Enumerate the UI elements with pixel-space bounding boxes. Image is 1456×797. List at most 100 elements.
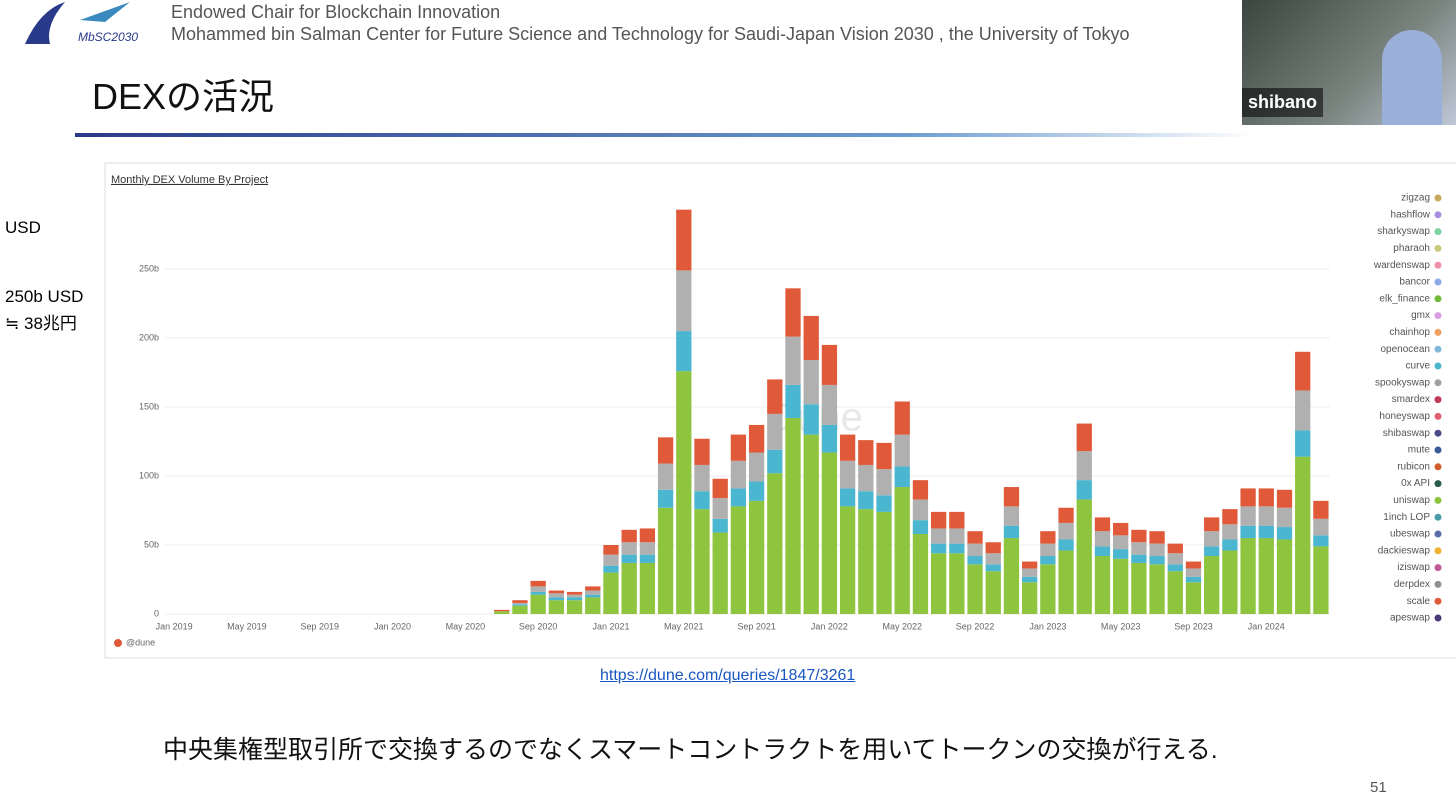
x-tick-label: May 2022: [882, 621, 922, 631]
x-tick-label: May 2023: [1101, 621, 1141, 631]
bar-segment: [858, 491, 874, 510]
bar-segment: [512, 604, 528, 606]
legend-label: apeswap: [1390, 613, 1430, 624]
bar-segment: [1058, 522, 1074, 540]
bar-segment: [839, 488, 856, 507]
bar-segment: [1094, 556, 1111, 614]
legend-label: elk_finance: [1379, 293, 1430, 304]
legend-label: ubeswap: [1390, 529, 1430, 540]
bar-segment: [821, 424, 838, 453]
legend-label: openocean: [1381, 344, 1431, 355]
y-tick-label: 50b: [144, 539, 159, 549]
video-tile: shibano: [1242, 0, 1456, 125]
legend-swatch: [1434, 412, 1442, 420]
legend-swatch: [1434, 564, 1442, 572]
bar-segment: [1222, 539, 1238, 551]
bar-segment: [1295, 456, 1311, 614]
x-tick-label: Jan 2020: [374, 621, 411, 631]
bar-segment: [1222, 550, 1238, 614]
legend-swatch: [1434, 614, 1442, 622]
legend-swatch: [1434, 530, 1442, 538]
legend-swatch: [1434, 312, 1442, 320]
bar-segment: [785, 384, 801, 419]
bar-segment: [1222, 524, 1238, 540]
bar-segment: [1185, 582, 1202, 614]
legend-swatch: [1434, 328, 1442, 336]
legend-swatch: [1434, 446, 1442, 454]
bar-segment: [803, 360, 819, 405]
bar-segment: [548, 600, 565, 614]
legend-swatch: [1434, 379, 1442, 387]
bar-segment: [1295, 430, 1311, 457]
bar-segment: [967, 531, 983, 544]
bar-segment: [1040, 556, 1056, 565]
note: 250b USD: [5, 287, 84, 306]
bar-segment: [1258, 488, 1274, 507]
bar-segment: [767, 473, 783, 614]
bar-segment: [621, 529, 637, 543]
bar-segment: [858, 464, 874, 492]
bar-segment: [1295, 351, 1311, 391]
y-tick-label: 150b: [139, 401, 159, 411]
bar-segment: [894, 466, 910, 488]
bar-segment: [985, 571, 1001, 614]
legend-label: chainhop: [1389, 327, 1430, 338]
header-line: Mohammed bin Salman Center for Future Sc…: [171, 24, 1130, 44]
bar-segment: [912, 499, 929, 521]
bar-segment: [1113, 522, 1129, 536]
bar-segment: [1258, 525, 1274, 539]
bar-segment: [1313, 535, 1329, 547]
bar-segment: [494, 611, 510, 614]
legend-label: sharkyswap: [1377, 226, 1430, 237]
x-tick-label: Jan 2022: [811, 621, 848, 631]
bar-segment: [566, 600, 583, 614]
bar-segment: [1276, 527, 1293, 540]
bar-segment: [858, 509, 874, 614]
bar-segment: [1003, 525, 1020, 539]
bar-segment: [639, 562, 656, 614]
bar-segment: [748, 500, 765, 614]
bar-segment: [1204, 556, 1220, 614]
bar-segment: [639, 528, 656, 543]
bar-segment: [712, 478, 728, 499]
bar-segment: [1131, 529, 1147, 543]
bar-segment: [585, 597, 601, 614]
link[interactable]: https://dune.com/queries/1847/3261: [600, 667, 856, 684]
caption: 中央集権型取引所で交換するのでなくスマートコントラクトを用いてトークンの交換が行…: [163, 736, 1218, 764]
bar-segment: [1240, 525, 1256, 539]
bar-segment: [1094, 531, 1111, 547]
legend-swatch: [1434, 513, 1442, 521]
bar-segment: [949, 511, 965, 529]
bar-segment: [548, 593, 565, 598]
bar-segment: [748, 424, 765, 453]
bar-segment: [585, 586, 601, 591]
bar-segment: [676, 270, 692, 332]
legend-label: iziswap: [1397, 562, 1430, 573]
slide-title: DEXの活況: [92, 76, 275, 117]
bar-segment: [1240, 488, 1256, 507]
bar-segment: [694, 438, 710, 465]
bar-segment: [1058, 539, 1074, 551]
legend-swatch: [1434, 261, 1442, 269]
bar-segment: [894, 401, 910, 435]
bar-segment: [803, 434, 819, 614]
bar-segment: [1094, 517, 1111, 532]
bar-segment: [1003, 538, 1020, 614]
bar-segment: [767, 413, 783, 450]
legend-label: rubicon: [1397, 461, 1430, 472]
bar-segment: [1058, 550, 1074, 614]
divider: [75, 133, 1255, 137]
bar-segment: [785, 336, 801, 385]
bar-segment: [767, 379, 783, 414]
bar-segment: [967, 556, 983, 565]
bar-segment: [548, 590, 565, 594]
legend-swatch: [1434, 345, 1442, 353]
logo: MbSC2030: [20, 0, 150, 48]
legend-swatch: [1434, 580, 1442, 588]
bar-segment: [839, 434, 856, 461]
bar-segment: [1222, 509, 1238, 525]
bar-segment: [530, 586, 546, 592]
bar-segment: [639, 554, 656, 563]
y-tick-label: 250b: [139, 263, 159, 273]
bar-segment: [803, 315, 819, 361]
